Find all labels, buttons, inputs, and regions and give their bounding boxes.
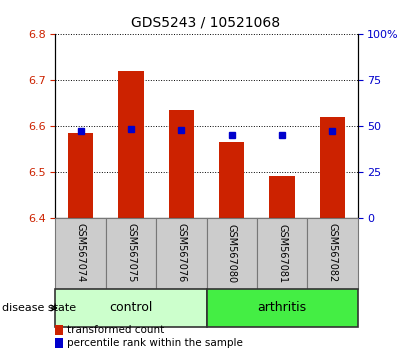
- Text: GSM567074: GSM567074: [76, 223, 85, 283]
- Text: transformed count: transformed count: [67, 325, 164, 335]
- Text: GDS5243 / 10521068: GDS5243 / 10521068: [131, 16, 280, 30]
- Bar: [169, 110, 194, 218]
- Text: disease state: disease state: [2, 303, 76, 313]
- Text: GSM567076: GSM567076: [176, 223, 186, 283]
- Bar: [55, 218, 106, 289]
- Bar: [206, 218, 257, 289]
- Text: control: control: [109, 302, 153, 314]
- Bar: [156, 218, 206, 289]
- Bar: [118, 72, 143, 218]
- Bar: [68, 133, 93, 218]
- Bar: [55, 338, 63, 348]
- Text: GSM567075: GSM567075: [126, 223, 136, 283]
- Bar: [55, 325, 63, 335]
- Bar: [270, 176, 295, 218]
- Bar: [106, 218, 156, 289]
- Text: arthritis: arthritis: [257, 302, 307, 314]
- Bar: [55, 289, 206, 327]
- Bar: [320, 118, 345, 218]
- Text: GSM567080: GSM567080: [227, 223, 237, 283]
- Bar: [257, 218, 307, 289]
- Bar: [307, 218, 358, 289]
- Text: percentile rank within the sample: percentile rank within the sample: [67, 338, 243, 348]
- Bar: [219, 142, 244, 218]
- Text: GSM567081: GSM567081: [277, 223, 287, 283]
- Text: GSM567082: GSM567082: [328, 223, 337, 283]
- Bar: [206, 289, 358, 327]
